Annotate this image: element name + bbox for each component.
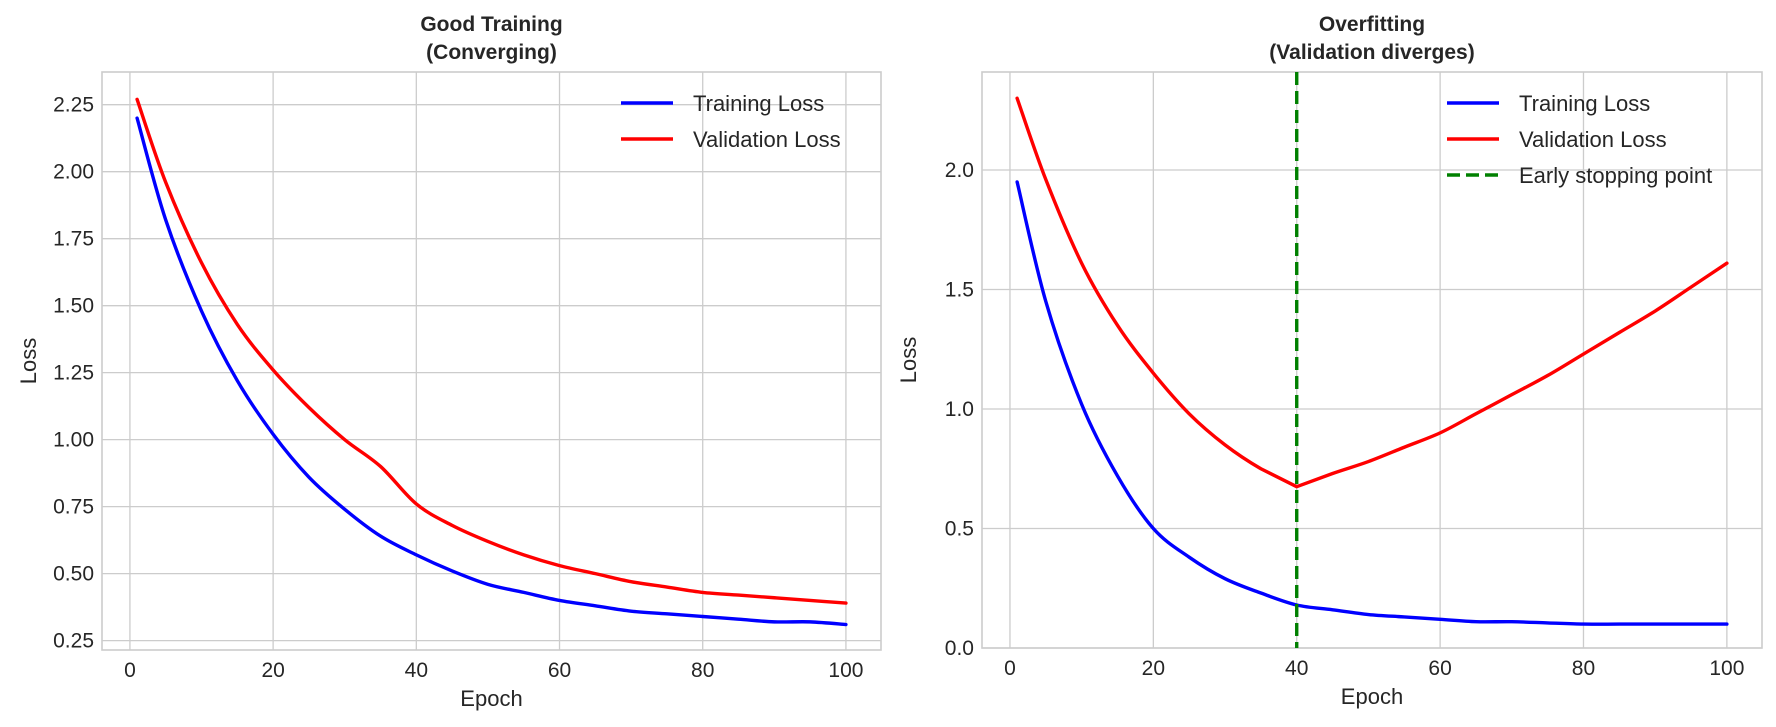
y-tick-label: 0.0 <box>945 637 974 660</box>
x-tick-label: 20 <box>1142 657 1165 680</box>
validation-loss-line <box>135 97 848 605</box>
training-loss-line <box>135 116 848 627</box>
legend-entry: Early stopping point <box>1447 163 1712 188</box>
chart-title: Overfitting <box>1319 13 1425 36</box>
legend-entry: Validation Loss <box>621 127 841 152</box>
chart-title: Good Training <box>420 13 562 36</box>
x-tick-label: 100 <box>828 659 863 682</box>
axes-frame <box>981 71 1763 649</box>
x-tick-label: 0 <box>124 659 136 682</box>
y-tick-label: 0.50 <box>53 563 94 586</box>
x-tick-label: 80 <box>691 659 714 682</box>
x-tick-label: 40 <box>405 659 428 682</box>
legend-label: Early stopping point <box>1519 163 1712 188</box>
legend-entry: Training Loss <box>1447 91 1650 116</box>
y-tick-label: 2.00 <box>53 161 94 184</box>
y-tick-label: 0.25 <box>53 630 94 653</box>
y-tick-label: 1.25 <box>53 362 94 385</box>
y-axis-label: Loss <box>16 338 41 384</box>
x-tick-label: 60 <box>548 659 571 682</box>
y-tick-label: 1.0 <box>945 398 974 421</box>
x-tick-label: 100 <box>1709 657 1744 680</box>
y-tick-label: 1.00 <box>53 429 94 452</box>
validation-loss-line <box>1015 96 1729 489</box>
x-tick-label: 20 <box>261 659 284 682</box>
y-tick-label: 0.5 <box>945 517 974 540</box>
x-tick-label: 0 <box>1004 657 1016 680</box>
legend-label: Validation Loss <box>693 127 841 152</box>
y-tick-label: 1.5 <box>945 278 974 301</box>
chart-subtitle: (Converging) <box>426 41 557 64</box>
chart-subtitle: (Validation diverges) <box>1269 41 1474 64</box>
legend-label: Training Loss <box>693 91 824 116</box>
chart-overfitting: 0 20 40 60 80 100 0.0 0.5 1.0 1.5 2.0 Overfitting (V… <box>896 13 1763 709</box>
x-tick-label: 60 <box>1428 657 1451 680</box>
y-tick-label: 1.50 <box>53 295 94 318</box>
chart-good-training: 0 20 40 60 80 100 0.25 0.50 0.75 1.00 1.25 1.50 1.75… <box>16 13 882 711</box>
legend-label: Training Loss <box>1519 91 1650 116</box>
axes-frame <box>101 71 882 651</box>
legend-label: Validation Loss <box>1519 127 1667 152</box>
y-tick-label: 2.0 <box>945 159 974 182</box>
y-tick-label: 1.75 <box>53 228 94 251</box>
x-tick-label: 40 <box>1285 657 1308 680</box>
y-tick-label: 0.75 <box>53 496 94 519</box>
x-axis-label: Epoch <box>460 686 522 711</box>
training-loss-line <box>1015 180 1729 626</box>
legend-entry: Validation Loss <box>1447 127 1667 152</box>
x-axis-label: Epoch <box>1341 684 1403 709</box>
y-axis-label: Loss <box>896 337 921 383</box>
x-tick-label: 80 <box>1572 657 1595 680</box>
y-tick-label: 2.25 <box>53 94 94 117</box>
legend-entry: Training Loss <box>621 91 824 116</box>
